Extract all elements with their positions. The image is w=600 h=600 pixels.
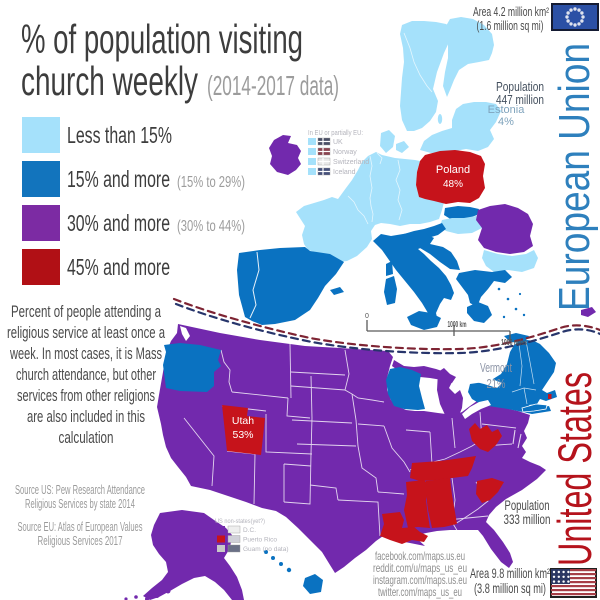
- svg-text:0: 0: [365, 313, 369, 320]
- svg-text:Norway: Norway: [333, 149, 357, 156]
- svg-text:services from other religions: services from other religions: [17, 386, 155, 405]
- svg-text:US non-states(yet?): US non-states(yet?): [215, 518, 265, 525]
- svg-text:Vermont: Vermont: [480, 360, 512, 375]
- svg-text:Poland: Poland: [436, 164, 470, 176]
- svg-text:Switzerland: Switzerland: [333, 159, 369, 166]
- svg-text:church weekly: church weekly: [21, 58, 198, 104]
- svg-text:1000 km: 1000 km: [448, 320, 467, 329]
- svg-text:reddit.com/u/maps_us_eu: reddit.com/u/maps_us_eu: [373, 561, 467, 575]
- svg-text:Area 4.2 million km²: Area 4.2 million km²: [473, 4, 549, 19]
- svg-text:Area 9.8 million km²: Area 9.8 million km²: [470, 565, 550, 581]
- svg-text:(2014-2017 data): (2014-2017 data): [207, 70, 339, 101]
- svg-text:45% and more: 45% and more: [67, 254, 170, 280]
- svg-text:Source US: Pew Research Attend: Source US: Pew Research Attendance: [15, 482, 145, 497]
- svg-text:are also included in this: are also included in this: [27, 407, 145, 426]
- svg-text:Utah: Utah: [232, 415, 254, 427]
- svg-text:Less than 15%: Less than 15%: [67, 122, 172, 148]
- svg-text:(1.6 million sq mi): (1.6 million sq mi): [477, 18, 544, 33]
- svg-text:Source EU: Atlas of European V: Source EU: Atlas of European Values: [18, 519, 143, 534]
- svg-text:instagram.com/maps.us.eu: instagram.com/maps.us.eu: [373, 573, 467, 587]
- svg-text:21%: 21%: [487, 376, 506, 391]
- svg-text:(15% to 29%): (15% to 29%): [177, 174, 245, 191]
- svg-text:religious service at least onc: religious service at least once a: [7, 323, 165, 342]
- svg-text:D.C.: D.C.: [243, 527, 256, 534]
- svg-text:1000 miles: 1000 miles: [501, 338, 527, 347]
- svg-text:(3.8 million sq mi): (3.8 million sq mi): [474, 580, 546, 596]
- svg-text:Guam (no data): Guam (no data): [243, 546, 289, 553]
- svg-text:church attendance, but other: church attendance, but other: [16, 365, 156, 384]
- svg-text:Population: Population: [496, 79, 544, 94]
- svg-text:30% and more: 30% and more: [67, 210, 170, 236]
- svg-text:Religious Services by state 20: Religious Services by state 2014: [25, 496, 135, 511]
- svg-text:4%: 4%: [498, 116, 514, 128]
- svg-text:European Union: European Union: [550, 43, 599, 311]
- svg-text:Estonia: Estonia: [488, 104, 526, 116]
- svg-text:calculation: calculation: [59, 428, 114, 447]
- svg-text:In EU or partially EU:: In EU or partially EU:: [308, 130, 363, 137]
- svg-text:UK: UK: [333, 139, 343, 146]
- svg-text:United States: United States: [548, 372, 600, 566]
- svg-text:week. In most cases, it is Mas: week. In most cases, it is Mass: [9, 344, 162, 363]
- svg-text:Percent of people attending a: Percent of people attending a: [11, 302, 161, 321]
- svg-text:Religious Services 2017: Religious Services 2017: [38, 533, 123, 548]
- svg-text:% of population visiting: % of population visiting: [21, 16, 303, 62]
- svg-text:333 million: 333 million: [504, 512, 551, 527]
- svg-text:53%: 53%: [232, 429, 253, 441]
- svg-text:Puerto Rico: Puerto Rico: [243, 537, 277, 544]
- svg-text:447 million: 447 million: [496, 92, 544, 107]
- svg-text:twitter.com/maps_us_eu: twitter.com/maps_us_eu: [378, 585, 462, 599]
- svg-text:facebook.com/maps.us.eu: facebook.com/maps.us.eu: [375, 549, 465, 563]
- svg-text:Population: Population: [505, 498, 550, 513]
- svg-text:Iceland: Iceland: [333, 169, 356, 176]
- svg-text:(30% to 44%): (30% to 44%): [177, 218, 245, 235]
- svg-text:48%: 48%: [443, 179, 463, 190]
- svg-text:15% and more: 15% and more: [67, 166, 170, 192]
